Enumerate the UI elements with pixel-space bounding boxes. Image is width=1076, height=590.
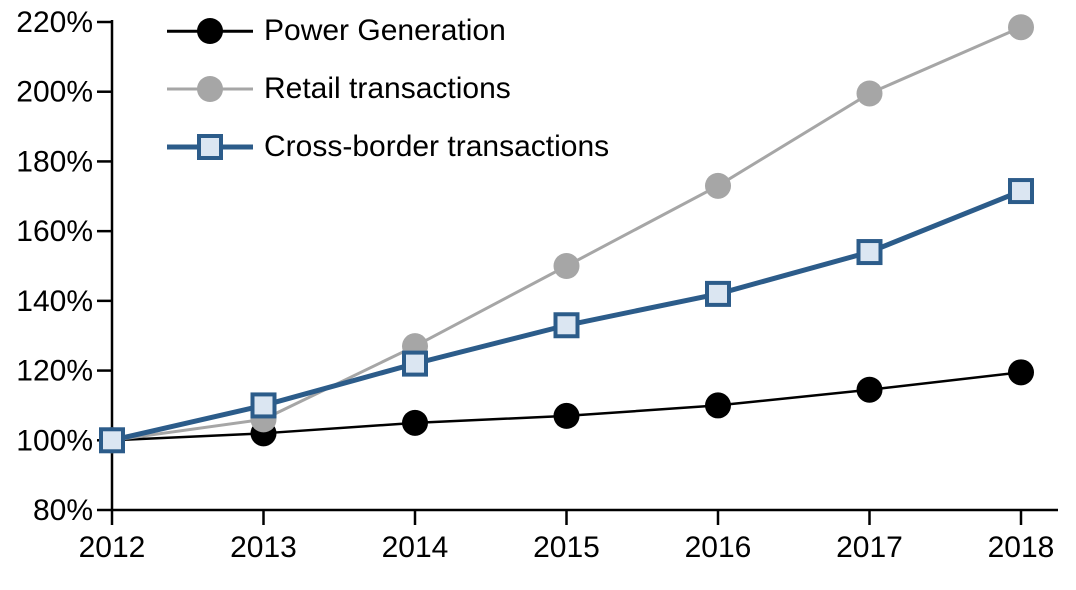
legend-key-cross-border-transactions [167,131,253,163]
legend-key-power-generation [167,15,253,47]
x-axis-tick-label: 2012 [79,531,146,564]
x-axis-tick-label: 2018 [988,531,1055,564]
y-axis-tick-label: 180% [16,145,93,178]
data-point-power-generation-2014 [402,409,428,436]
data-point-cross-border-transactions-2018 [1008,178,1034,205]
x-axis-tick-label: 2013 [230,531,297,564]
data-point-cross-border-transactions-2016 [705,280,731,307]
data-point-power-generation-2016 [705,392,731,419]
y-axis-tick-label: 80% [33,494,93,527]
x-axis-tick-label: 2015 [533,531,600,564]
x-axis-tick-label: 2017 [836,531,903,564]
data-point-cross-border-transactions-2017 [856,239,883,266]
circle-marker-icon [197,18,223,44]
data-point-retail-transactions-2018 [1008,14,1034,41]
legend: Power Generation Retail transactions Cro… [167,2,609,176]
legend-key-retail-transactions [167,73,253,105]
legend-label: Cross-border transactions [264,130,610,163]
y-axis-tick-label: 120% [16,355,93,388]
square-marker-icon [197,134,223,160]
data-point-power-generation-2018 [1008,359,1034,386]
data-point-cross-border-transactions-2014 [402,350,428,377]
circle-marker-icon [197,76,223,102]
data-point-retail-transactions-2016 [705,172,731,199]
y-axis-tick-label: 220% [16,6,93,39]
data-point-retail-transactions-2015 [553,253,580,279]
y-axis-tick-label: 140% [16,285,93,318]
legend-item-retail-transactions: Retail transactions [167,60,609,118]
data-point-retail-transactions-2017 [856,80,883,107]
data-point-power-generation-2015 [553,402,580,429]
legend-item-cross-border-transactions: Cross-border transactions [167,118,609,176]
y-axis-tick-label: 200% [16,76,93,109]
y-axis-tick-label: 160% [16,215,93,248]
legend-item-power-generation: Power Generation [167,2,609,60]
data-point-power-generation-2017 [856,376,883,403]
y-axis-tick-label: 100% [16,424,93,457]
data-point-cross-border-transactions-2012 [99,427,125,454]
legend-label: Power Generation [264,14,506,47]
legend-label: Retail transactions [264,72,511,105]
data-point-cross-border-transactions-2013 [250,392,277,419]
x-axis-tick-label: 2014 [382,531,449,564]
x-axis-tick-label: 2016 [685,531,752,564]
data-point-cross-border-transactions-2015 [553,312,580,339]
